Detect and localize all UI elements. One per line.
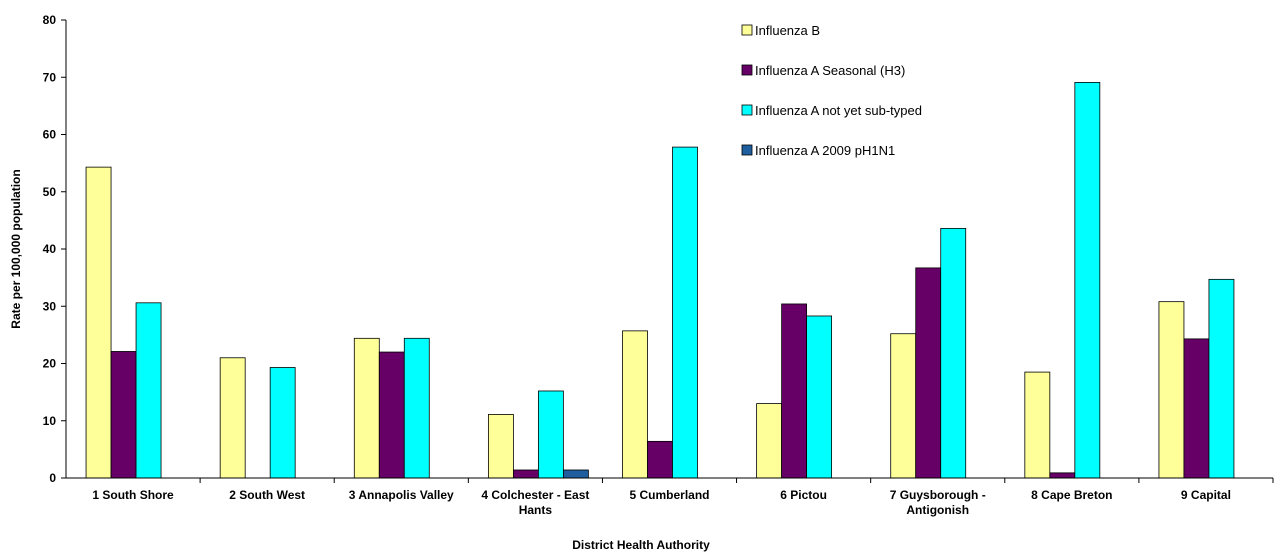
bar [672,146,698,479]
bar [1208,278,1235,479]
y-axis-label: Rate per 100,000 population [9,169,23,328]
y-tick-label: 10 [43,414,57,428]
bar [806,315,833,479]
x-tick-label-box: 8 Cape Breton [1031,488,1113,502]
x-tick-label-box: 2 South West [229,488,306,502]
x-tick-label-box: 7 Guysborough - Antigonish [889,488,986,517]
y-tick-label: 70 [43,70,57,84]
y-tick-label: 60 [43,128,57,142]
y-tick-label: 80 [43,13,57,27]
bar [1183,338,1210,479]
x-tick-label-box: 1 South Shore [92,488,174,502]
bar [781,303,808,479]
legend-swatch [741,64,753,76]
x-tick-label: 4 Colchester - East Hants [481,488,590,517]
x-tick-label: 5 Cumberland [629,488,710,502]
bar [647,440,673,479]
y-tick-label: 0 [49,471,56,485]
bar [622,330,648,479]
y-tick-label: 50 [43,185,57,199]
bar [219,357,246,479]
y-tick-label: 40 [43,242,57,256]
legend-label: Influenza B [755,23,820,38]
bar [915,267,942,479]
y-tick-label: 20 [43,357,57,371]
bar [135,302,162,479]
x-axis-label: District Health Authority [572,538,710,552]
x-tick-label: 8 Cape Breton [1031,488,1113,502]
y-tick-label: 30 [43,299,57,313]
bar [1049,472,1076,479]
legend-swatch [741,24,753,36]
x-tick-label: 3 Annapolis Valley [348,488,454,502]
bar [269,367,296,479]
bar [403,337,430,479]
bar [890,333,917,479]
bar [1158,301,1185,479]
legend-label: Influenza A 2009 pH1N1 [755,143,895,158]
bar [1074,82,1101,479]
x-tick-label: 1 South Shore [92,488,174,502]
x-tick-label-box: 3 Annapolis Valley [348,488,454,502]
x-tick-label: 9 Capital [1180,488,1231,502]
bar [353,337,380,479]
legend-label: Influenza A Seasonal (H3) [755,63,905,78]
bar [487,414,514,479]
bar [110,351,137,479]
legend-label: Influenza A not yet sub-typed [755,103,922,118]
x-tick-label: 6 Pictou [780,488,827,502]
bar [85,166,112,479]
x-tick-label-box: 9 Capital [1180,488,1231,502]
bar [512,469,539,479]
x-tick-label-box: 5 Cumberland [629,488,710,502]
x-tick-label-box: 6 Pictou [780,488,827,502]
bar [1024,371,1051,479]
x-tick-label-box: 4 Colchester - East Hants [481,488,590,517]
x-tick-label: 7 Guysborough - Antigonish [889,488,986,517]
bar [537,390,564,479]
legend-swatch [741,144,753,156]
legend-swatch [741,104,753,116]
bar [940,227,967,479]
bar [378,351,405,479]
bar [756,403,783,479]
bar [562,469,589,479]
x-tick-label: 2 South West [229,488,306,502]
